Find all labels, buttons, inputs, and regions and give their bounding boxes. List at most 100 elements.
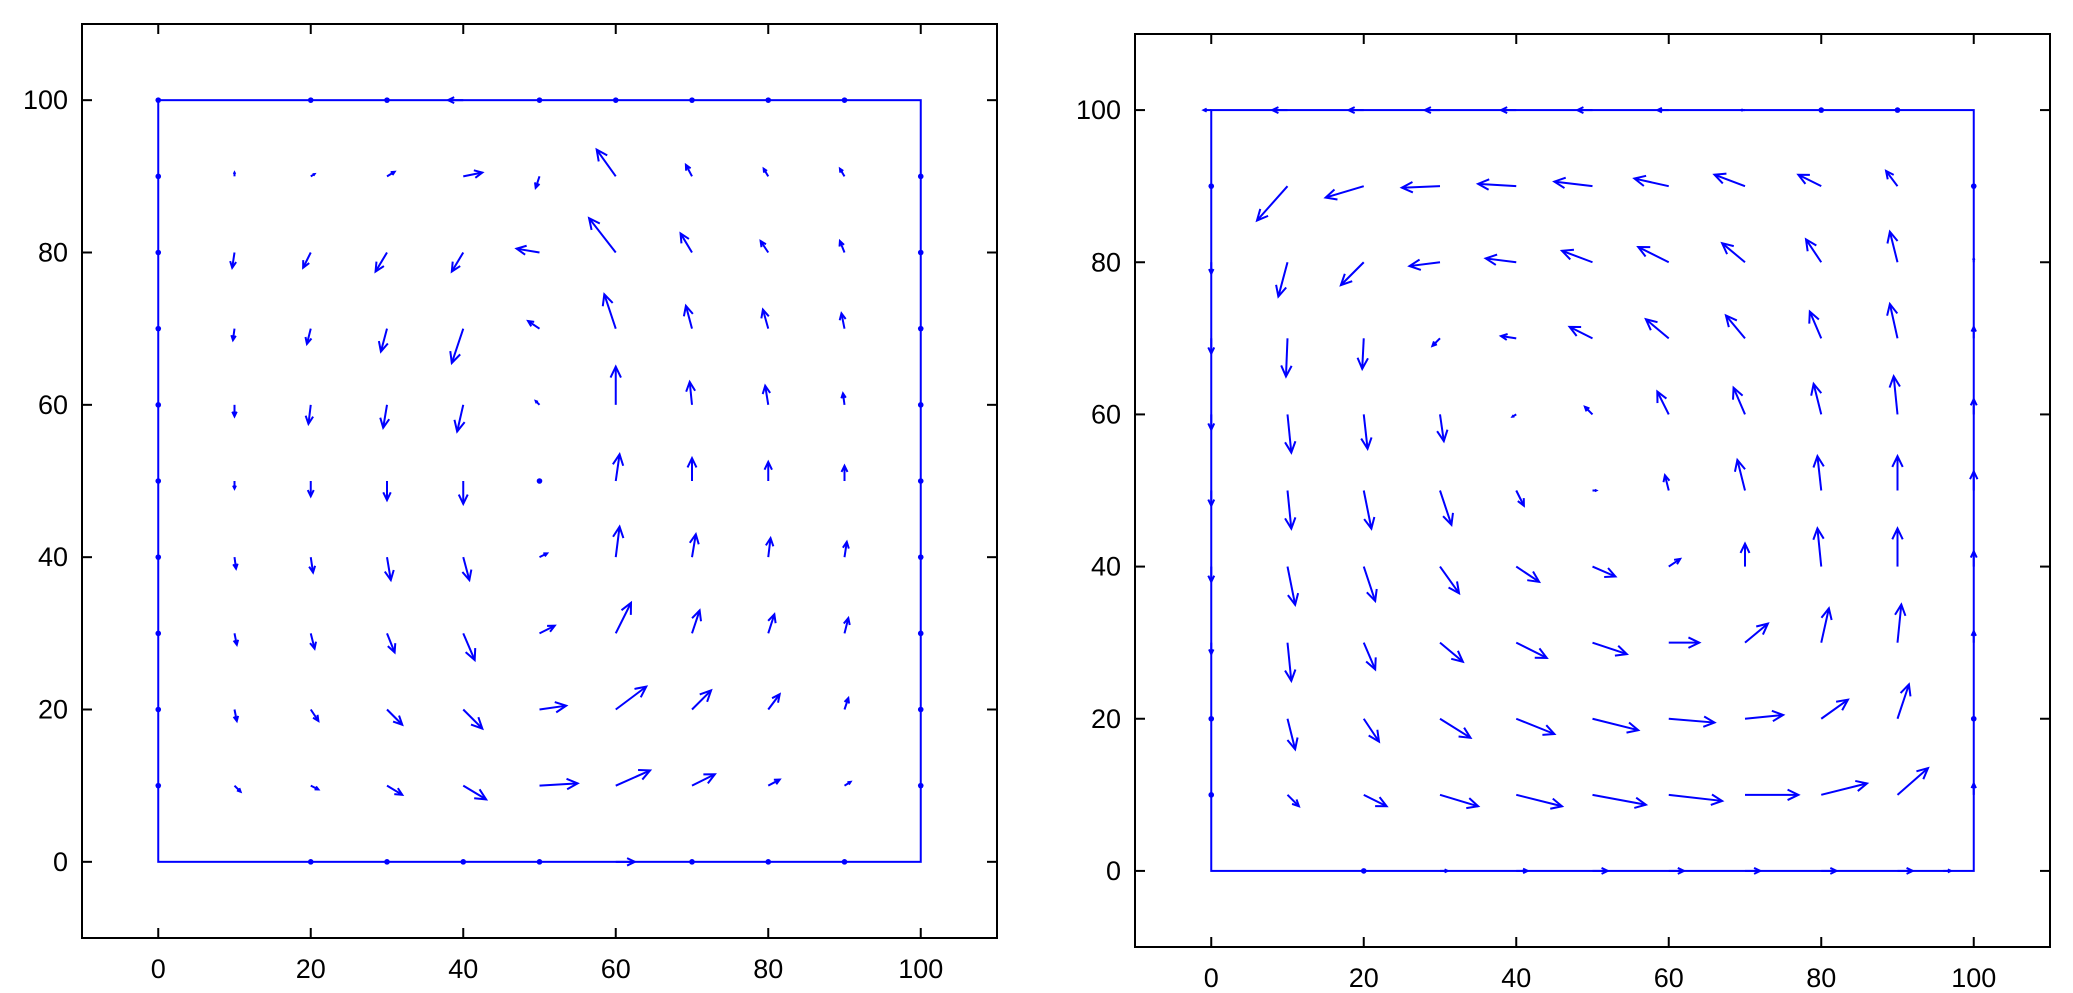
left-vector-arrow [840,463,849,481]
right-vector-arrow [1515,717,1557,736]
left-vector-arrow [383,557,395,583]
left-vector-arrow [841,859,848,865]
vector-shaft [462,784,487,801]
left-vector-arrow [374,251,388,274]
vector-head [1207,346,1216,356]
left-vector-arrow [691,688,713,711]
right-vector-arrow [1655,106,1669,114]
vector-head [547,624,557,633]
left-vector-arrow [155,402,162,408]
vector-head [1820,606,1833,621]
vector-head [1970,628,1977,637]
vector-shaft [1478,182,1517,188]
vector-head [526,319,535,327]
vector-head [453,419,466,434]
vector-shaft [374,251,388,273]
vector-head [1662,473,1671,483]
vector-head [302,260,310,270]
vector-shaft [1816,528,1823,567]
left-vector-arrow [539,777,580,791]
right-vector-arrow [1498,106,1517,114]
vector-shaft [767,537,772,558]
right-vector-arrow [1897,867,1916,875]
vector-head [1356,357,1369,372]
left-vector-arrow [155,706,162,713]
vector-head [1583,405,1590,412]
right-vector-arrow [1360,868,1367,874]
vector-head [1284,669,1297,684]
left-vector-arrow [462,708,484,731]
left-vector-arrow [386,632,397,655]
vector-shaft [761,309,770,329]
vector-head [843,615,851,626]
vector-shaft [456,404,465,432]
vector-shaft [1409,261,1441,268]
left-vector-arrow [685,379,696,405]
vector-head [230,334,237,343]
vector-shaft [1554,180,1593,188]
vector-head [566,777,580,791]
vector-dot [307,97,314,103]
left-vector-arrow [689,859,695,865]
vector-shaft [588,217,617,254]
vector-head [1614,645,1629,657]
vector-head [1702,715,1717,728]
left-y-tick-label: 60 [38,390,68,420]
vector-shaft [1812,383,1823,415]
vector-shaft [1896,684,1910,720]
vector-shaft [463,171,483,178]
right-vector-arrow [1430,337,1441,348]
vector-head [686,455,698,468]
vector-head [1808,309,1820,324]
left-vector-arrow [155,630,162,637]
right-vector-arrow [1732,385,1746,415]
vector-shaft [1362,642,1377,670]
vector-shaft [1340,261,1365,286]
vector-head [838,238,845,247]
right-vector-arrow [1208,262,1215,276]
right-vector-arrow [1286,566,1300,607]
right-vector-arrow [1970,628,1977,643]
vector-dot [1208,792,1215,798]
left-vector-arrow [155,97,162,103]
left-vector-arrow [609,364,622,405]
left-vector-arrow [232,709,240,724]
right-vector-arrow [1644,317,1670,340]
vector-shaft [1736,459,1746,491]
right-x-tick-label: 80 [1806,963,1836,993]
right-vector-arrow [1744,622,1770,644]
right-vector-arrow [1286,794,1301,808]
vector-shaft [1645,318,1670,340]
left-vector-arrow [462,784,489,801]
vector-head [1366,588,1378,604]
left-vector-arrow [682,303,694,329]
vector-dot [155,173,162,180]
vector-head [473,169,485,179]
right-vector-arrow [1510,413,1517,418]
vector-head [1287,592,1300,607]
right-vector-arrow [1668,636,1702,649]
left-vector-arrow [377,328,389,354]
right-vector-arrow [1894,602,1907,643]
vector-shaft [1821,782,1868,796]
vector-head [1644,317,1658,331]
vector-dot [1970,183,1977,189]
vector-dot [917,554,924,560]
vector-shaft [1888,231,1899,263]
vector-shaft [1362,718,1380,743]
left-vector-arrow [595,147,617,177]
right-vector-arrow [1436,414,1449,444]
left-vector-arrow [614,600,633,634]
vector-shaft [379,328,388,352]
vector-shaft [305,328,312,345]
vector-dot [1894,107,1901,113]
left-vector-arrow [615,685,649,711]
right-vector-arrow [1439,641,1465,664]
left-vector-arrow [155,325,162,332]
vector-head [1422,106,1432,114]
vector-head [1753,867,1763,875]
vector-head [379,417,391,430]
right-vector-arrow [1439,793,1481,810]
right-vector-arrow [1739,541,1751,567]
right-vector-arrow [1339,261,1365,287]
